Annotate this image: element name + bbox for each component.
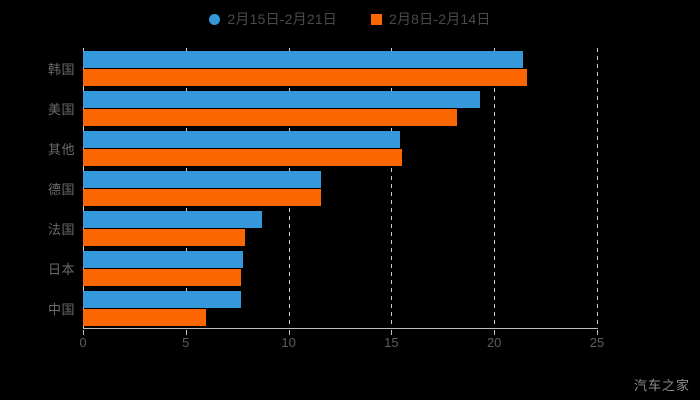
y-tick-label: 美国 [47, 102, 75, 117]
legend-label-series-1: 2月8日-2月14日 [389, 11, 491, 27]
y-tick-label: 韩国 [47, 62, 75, 77]
y-tick-label: 日本 [47, 262, 75, 277]
y-tick-label: 德国 [47, 182, 75, 197]
x-tick-label: 5 [182, 335, 190, 350]
gridline-x-0 [83, 48, 84, 328]
chart-legend: 2月15日-2月21日 2月8日-2月14日 [0, 6, 700, 32]
gridline-x-5 [185, 48, 187, 328]
gridline-x-10 [288, 48, 290, 328]
plot-area [83, 48, 598, 331]
bar-group [83, 291, 597, 331]
legend-swatch-circle-icon [209, 13, 221, 25]
x-tick-label: 20 [486, 335, 502, 350]
bar-group [83, 91, 597, 131]
bar[interactable] [83, 269, 242, 286]
bar[interactable] [83, 149, 402, 166]
watermark: 汽车之家 [633, 378, 690, 393]
bar-group [83, 131, 597, 171]
x-axis: 0 5 10 15 20 25 [0, 330, 700, 354]
legend-swatch-square-icon [371, 13, 382, 25]
bar-group [83, 51, 597, 91]
gridline-x-15 [391, 48, 393, 328]
legend-item-series-1[interactable]: 2月8日-2月14日 [371, 9, 491, 29]
x-tick [597, 330, 598, 335]
gridline-x-20 [494, 48, 496, 328]
bar[interactable] [83, 69, 528, 86]
y-tick-label: 法国 [47, 222, 75, 237]
x-tick-label: 0 [79, 335, 87, 350]
y-tick-label: 中国 [47, 302, 75, 317]
gridline-x-25 [597, 48, 598, 328]
y-tick-label: 其他 [47, 142, 75, 157]
bar-group [83, 211, 597, 251]
bar[interactable] [83, 91, 480, 108]
bar[interactable] [83, 211, 262, 228]
x-tick [185, 330, 187, 335]
bar[interactable] [83, 109, 458, 126]
x-tick [391, 330, 393, 335]
x-axis-line [83, 328, 598, 329]
bar-group [83, 171, 597, 211]
x-tick-label: 25 [589, 335, 605, 350]
bar[interactable] [83, 189, 322, 206]
x-tick-label: 10 [281, 335, 296, 350]
legend-item-series-0[interactable]: 2月15日-2月21日 [209, 9, 337, 29]
bar-group [83, 251, 597, 291]
y-axis-category-labels: 韩国美国其他德国法国日本中国 [0, 48, 75, 328]
bar[interactable] [83, 131, 400, 148]
bar[interactable] [83, 291, 242, 308]
x-tick [494, 330, 496, 335]
x-tick [83, 330, 84, 335]
bar[interactable] [83, 171, 322, 188]
x-tick [288, 330, 290, 335]
bar[interactable] [83, 309, 207, 326]
bar[interactable] [83, 51, 523, 68]
bar[interactable] [83, 229, 246, 246]
legend-label-series-0: 2月15日-2月21日 [227, 11, 337, 27]
x-tick-label: 15 [384, 335, 399, 350]
bar[interactable] [83, 251, 244, 268]
